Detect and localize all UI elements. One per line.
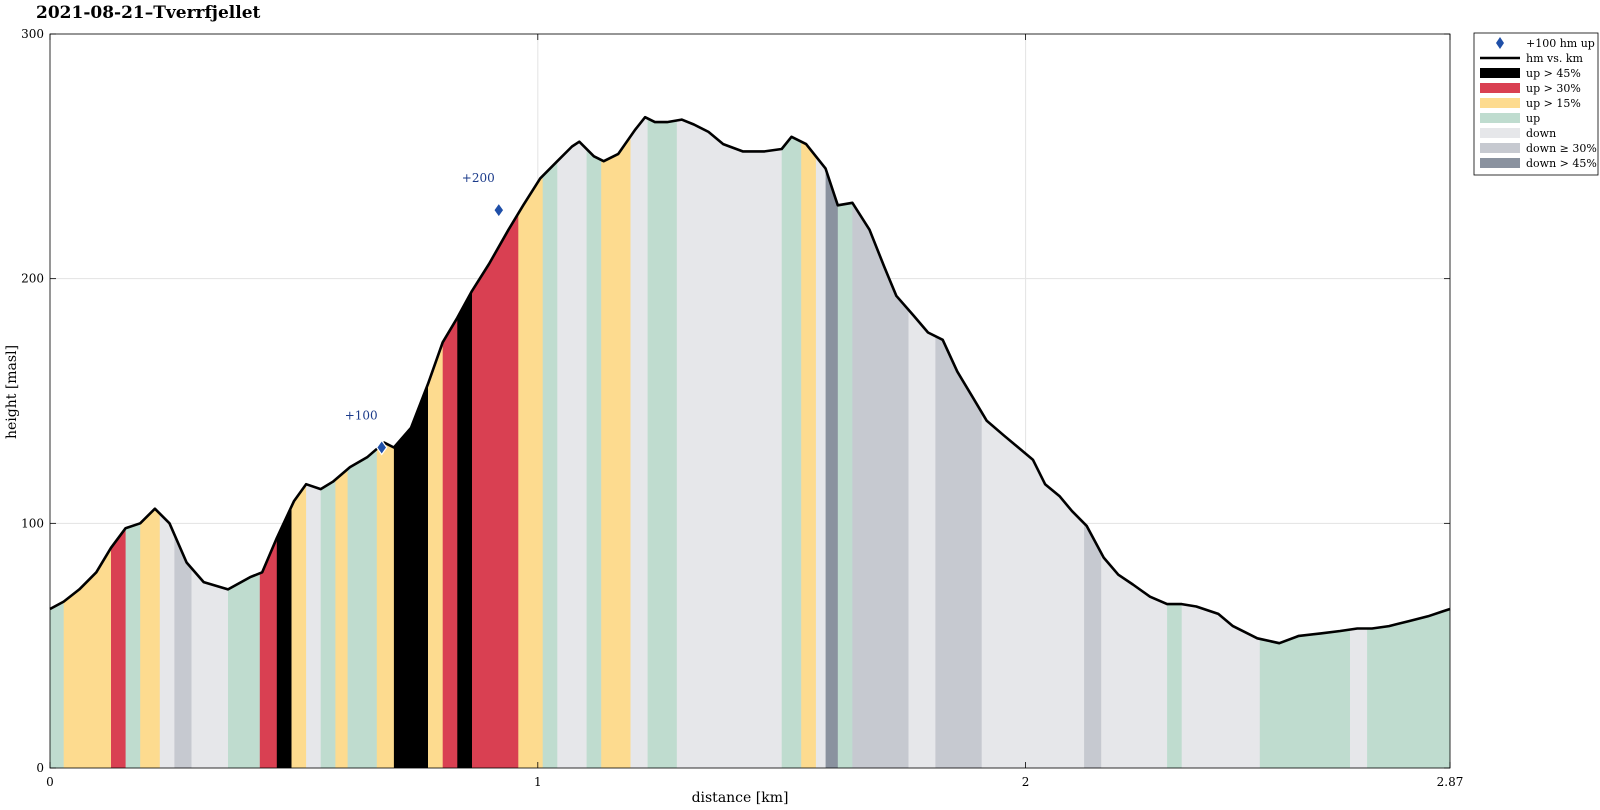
slope-band-up-15 [601,117,631,768]
slope-band-down [676,117,783,768]
slope-band-up [837,117,853,768]
slope-band-up-45 [276,117,292,768]
legend-entry-down-45: down > 45% [1480,157,1597,170]
slope-band-down [159,117,175,768]
slope-band-up-30 [472,117,519,768]
slope-band-up-15 [63,117,112,768]
slope-band-up [347,117,378,768]
slope-band-down [815,117,827,768]
hm-marker-label: +100 [345,408,378,422]
legend: +100 hm up hm vs. km up > 45% up > 30% up > … [1473,32,1599,176]
legend-entry-up-30: up > 30% [1480,82,1581,95]
slope-band-up [50,117,65,768]
profile-line [49,115,1451,645]
legend-swatch [1480,83,1520,93]
slope-band-down [557,117,587,768]
y-tick-label: 300 [21,27,44,41]
legend-label: down ≥ 30% [1526,142,1597,155]
x-tick-label: 2 [1022,775,1030,789]
slope-band-up [542,117,558,768]
x-tick-label: 1 [534,775,542,789]
slope-band-up-15 [801,117,817,768]
slope-band-up-15 [140,117,161,768]
slope-band-down [630,117,648,768]
slope-band-down [1101,117,1168,768]
slope-band-up-15 [335,117,348,768]
plot-frame [49,33,1451,769]
legend-label: hm vs. km [1526,52,1584,65]
slope-band-down [306,117,322,768]
slope-band-down-30 [1084,117,1102,768]
y-tick-label: 0 [36,761,44,775]
slope-band-up [586,117,602,768]
legend-entry-marker: +100 hm up [1496,37,1595,50]
legend-entry-up: up [1480,112,1540,125]
legend-swatch [1480,143,1520,153]
legend-swatch [1480,128,1520,138]
slope-band-up [781,117,802,768]
x-tick-label: 2.87 [1437,775,1464,789]
slope-band-up [125,117,141,768]
slope-bands [50,117,1450,768]
chart-title: 2021-08-21–Tverrfjellet [36,3,261,23]
hm-marker [493,202,505,219]
slope-band-down [1350,117,1368,768]
hm-marker [375,439,388,456]
x-axis-label: distance [km] [692,790,789,806]
legend-entry-line: hm vs. km [1480,52,1584,65]
slope-band-up-15 [291,117,307,768]
slope-band-up [1167,117,1183,768]
slope-band-up-45 [393,117,429,768]
y-tick-label: 200 [21,272,44,286]
hm-marker-label: +200 [462,171,495,185]
slope-band-up [1259,117,1351,768]
x-tick-label: 0 [46,775,54,789]
axes: 0 1 2 2.87 0 100 200 300 [21,27,1463,789]
slope-band-up-30 [111,117,126,768]
slope-band-down [191,117,229,768]
slope-band-down [1181,117,1261,768]
slope-band-down-30 [852,117,909,768]
legend-entry-up-45: up > 45% [1480,67,1581,80]
slope-band-down-45 [825,117,839,768]
legend-label: up > 45% [1526,67,1581,80]
slope-band-down-30 [174,117,192,768]
legend-swatch [1480,98,1520,108]
legend-entry-up-15: up > 15% [1480,97,1581,110]
slope-band-down [908,117,936,768]
legend-swatch [1480,158,1520,168]
slope-band-up-45 [457,117,473,768]
slope-band-up [647,117,678,768]
slope-band-up-30 [259,117,278,768]
legend-label: up [1526,112,1540,125]
hm-markers: +100 +200 [345,171,505,456]
slope-band-up [320,117,336,768]
legend-label: down > 45% [1526,157,1597,170]
legend-entry-down: down [1480,127,1556,140]
legend-label: up > 30% [1526,82,1581,95]
slope-band-down [981,117,1085,768]
legend-swatch [1480,68,1520,78]
legend-label: up > 15% [1526,97,1581,110]
y-tick-label: 100 [21,516,44,530]
legend-label: down [1526,127,1556,140]
slope-band-up-15 [518,117,544,768]
legend-label: +100 hm up [1526,37,1595,50]
slope-band-up-30 [442,117,458,768]
slope-band-up [228,117,261,768]
legend-swatch [1480,113,1520,123]
slope-band-up-15 [428,117,443,768]
legend-swatch-marker [1496,37,1504,49]
slope-band-up [1367,117,1450,768]
y-axis-label: height [masl] [4,345,20,439]
legend-entry-down-30: down ≥ 30% [1480,142,1597,155]
slope-band-up-15 [376,117,395,768]
